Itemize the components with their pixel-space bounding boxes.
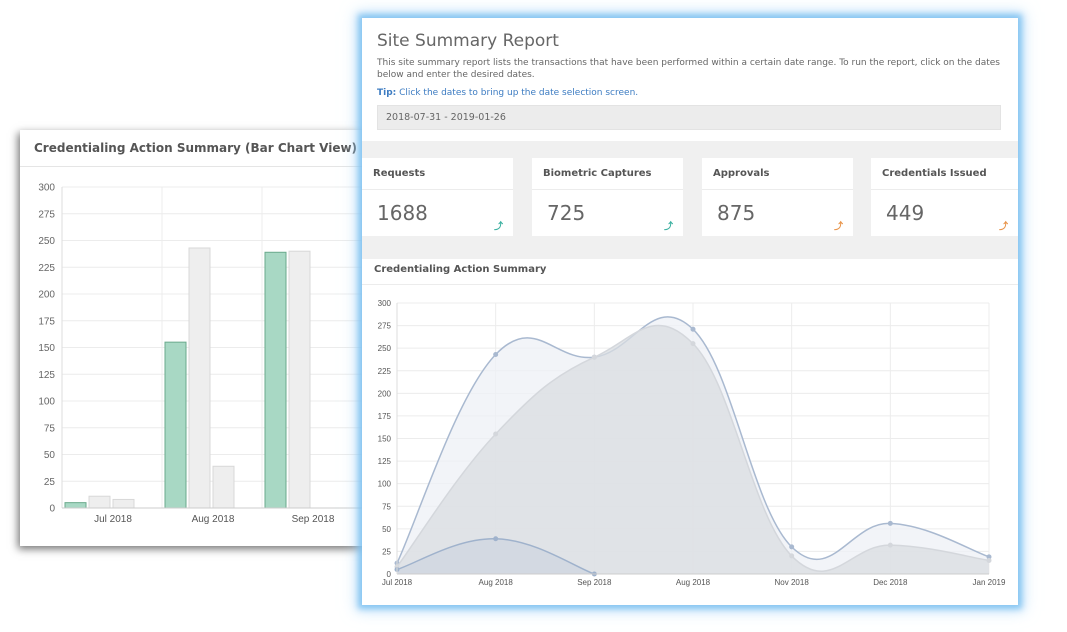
data-point [887, 520, 893, 526]
stat-card-requests: Requests 1688 ⤴ [362, 158, 513, 236]
x-tick-label: Jul 2018 [382, 578, 413, 587]
x-tick-label: Nov 2018 [775, 578, 810, 587]
x-tick-label: Sep 2018 [577, 578, 612, 587]
y-tick-label: 50 [382, 525, 391, 534]
stat-card-approvals: Approvals 875 ⤴ [702, 158, 853, 236]
bar-chart-title: Credentialing Action Summary (Bar Chart … [34, 141, 358, 155]
x-tick-label: Jul 2018 [94, 514, 132, 525]
y-tick-label: 175 [38, 316, 55, 327]
stat-card-credentials-issued: Credentials Issued 449 ⤴ [871, 158, 1018, 236]
area-chart-title: Credentialing Action Summary [374, 264, 547, 275]
x-tick-label: Sep 2018 [292, 514, 335, 525]
stat-divider [702, 189, 853, 190]
stat-label: Biometric Captures [543, 168, 652, 179]
data-point [887, 542, 893, 548]
trend-up-icon: ⤴ [998, 221, 1008, 231]
stat-divider [871, 189, 1018, 190]
y-tick-label: 75 [382, 502, 391, 511]
bar [112, 498, 135, 509]
bar [264, 251, 287, 509]
y-tick-label: 225 [38, 263, 55, 274]
bar-chart: 0 25 50 75 100 125 150 175 200 225 250 275 300 Jul 20… [38, 183, 410, 525]
y-tick-label: 250 [38, 236, 55, 247]
data-point [591, 354, 597, 360]
y-tick-label: 300 [378, 299, 392, 308]
bar-chart-card: Credentialing Action Summary (Bar Chart … [20, 130, 410, 546]
series-area [397, 325, 989, 574]
tip-label: Tip: [377, 88, 397, 98]
series-area [397, 538, 595, 574]
bar [188, 247, 211, 509]
bar [64, 502, 87, 509]
y-tick-label: 275 [378, 322, 392, 331]
data-point [986, 557, 992, 563]
y-tick-label: 0 [49, 504, 55, 515]
bar [288, 250, 311, 509]
data-point [789, 544, 795, 550]
data-point [690, 326, 696, 332]
y-tick-label: 200 [378, 389, 392, 398]
trend-up-icon: ⤴ [663, 221, 673, 231]
bar-chart-divider [20, 166, 410, 167]
y-tick-label: 250 [378, 344, 392, 353]
x-tick-label: Jan 2019 [973, 578, 1006, 587]
y-tick-label: 125 [38, 370, 55, 381]
data-point [789, 553, 795, 559]
y-tick-label: 175 [378, 412, 392, 421]
y-tick-label: 0 [387, 570, 392, 579]
site-summary-report-panel: Site Summary Report This site summary re… [362, 18, 1018, 605]
trend-up-icon: ⤴ [493, 221, 503, 231]
stat-value: 449 [886, 201, 925, 225]
y-tick-label: 25 [44, 477, 56, 488]
trend-up-icon: ⤴ [833, 221, 843, 231]
bar [88, 495, 111, 509]
stat-label: Requests [373, 168, 426, 179]
stat-label: Approvals [713, 168, 770, 179]
y-tick-label: 275 [38, 209, 55, 220]
area-chart: 0 25 50 75 100 125 150 175 200 225 250 275 300 Jul 20… [378, 299, 1006, 587]
x-tick-label: Dec 2018 [873, 578, 908, 587]
data-point [493, 431, 499, 437]
y-tick-label: 300 [38, 183, 55, 194]
y-tick-label: 150 [38, 343, 55, 354]
stat-card-biometric-captures: Biometric Captures 725 ⤴ [532, 158, 683, 236]
area-chart-divider [362, 284, 1018, 285]
y-tick-label: 50 [44, 450, 56, 461]
data-point [690, 341, 696, 347]
tip-message: Click the dates to bring up the date sel… [396, 88, 639, 98]
stat-value: 725 [547, 201, 586, 225]
stat-value: 1688 [377, 201, 428, 225]
page-title: Site Summary Report [377, 31, 559, 51]
stat-divider [532, 189, 683, 190]
bar [164, 341, 187, 509]
stat-divider [362, 189, 513, 190]
y-tick-label: 75 [44, 423, 56, 434]
y-tick-label: 100 [378, 480, 392, 489]
x-tick-label: Aug 2018 [676, 578, 711, 587]
data-point [493, 536, 499, 542]
data-point [986, 554, 992, 560]
y-tick-label: 225 [378, 367, 392, 376]
x-tick-label: Aug 2018 [192, 514, 235, 525]
data-point [493, 351, 499, 357]
stat-value: 875 [717, 201, 756, 225]
y-tick-label: 125 [378, 457, 392, 466]
bar [212, 465, 235, 509]
y-tick-label: 200 [38, 290, 55, 301]
y-tick-label: 150 [378, 435, 392, 444]
stat-label: Credentials Issued [882, 168, 987, 179]
date-range-input[interactable]: 2018-07-31 - 2019-01-26 [377, 105, 1001, 130]
x-tick-label: Aug 2018 [479, 578, 514, 587]
y-tick-label: 100 [38, 397, 55, 408]
y-tick-label: 25 [382, 547, 391, 556]
tip-text: Tip: Click the dates to bring up the dat… [377, 88, 638, 98]
report-description: This site summary report lists the trans… [377, 58, 1000, 80]
